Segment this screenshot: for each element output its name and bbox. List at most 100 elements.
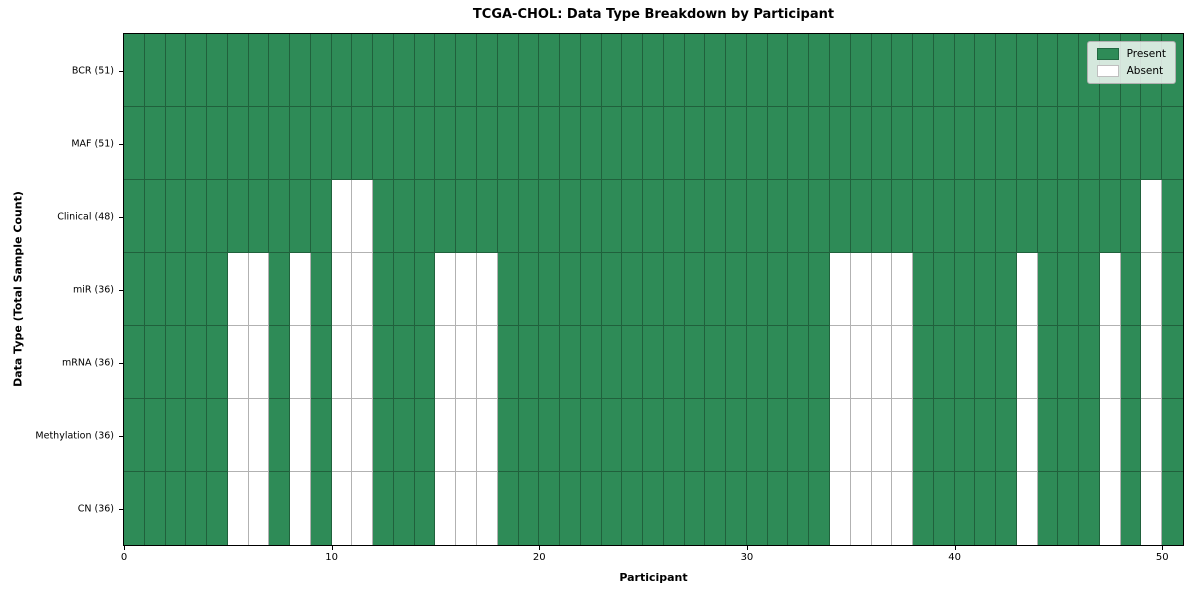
heatmap-cell — [996, 107, 1017, 180]
heatmap-cell — [850, 326, 872, 399]
heatmap-cell — [352, 34, 374, 107]
heatmap-cell — [539, 253, 561, 326]
heatmap-cell — [996, 180, 1017, 253]
heatmap-cell — [767, 180, 789, 253]
heatmap-cell — [601, 326, 623, 399]
heatmap-cell — [124, 253, 145, 326]
heatmap-cell — [331, 253, 353, 326]
heatmap-cell — [933, 180, 955, 253]
heatmap-cell — [643, 253, 664, 326]
heatmap-cell — [746, 180, 768, 253]
heatmap-cell — [207, 472, 228, 545]
heatmap-cell — [435, 107, 457, 180]
heatmap-cell — [788, 326, 810, 399]
heatmap-cell — [518, 107, 540, 180]
y-tick-mark — [119, 289, 123, 291]
x-tick-label: 50 — [1155, 552, 1169, 563]
heatmap-cell — [601, 472, 623, 545]
x-tick-mark — [331, 546, 333, 550]
heatmap-cell — [373, 180, 394, 253]
heatmap-cell — [580, 34, 602, 107]
heatmap-cell — [829, 107, 851, 180]
heatmap-cell — [746, 107, 768, 180]
x-tick-mark — [746, 546, 748, 550]
heatmap-cell — [456, 399, 477, 472]
heatmap-cell — [456, 107, 477, 180]
heatmap-cell — [996, 326, 1017, 399]
heatmap-cell — [684, 107, 706, 180]
heatmap-cell — [1120, 180, 1142, 253]
heatmap-cell — [663, 399, 685, 472]
heatmap-cell — [435, 253, 457, 326]
heatmap-cell — [705, 472, 727, 545]
heatmap-cell — [144, 34, 166, 107]
heatmap-cell — [393, 472, 415, 545]
heatmap-cell — [601, 34, 623, 107]
heatmap-cell — [892, 253, 914, 326]
heatmap-cell — [871, 180, 893, 253]
legend-label: Absent — [1126, 65, 1164, 77]
heatmap-cell — [1120, 107, 1142, 180]
heatmap-cell — [663, 180, 685, 253]
heatmap-cell — [996, 253, 1017, 326]
heatmap-cell — [518, 253, 540, 326]
heatmap-cell — [207, 107, 228, 180]
heatmap-cell — [518, 399, 540, 472]
heatmap-cell — [954, 107, 976, 180]
heatmap-cell — [975, 253, 997, 326]
heatmap-cell — [497, 326, 519, 399]
heatmap-cell — [456, 472, 477, 545]
heatmap-cell — [767, 107, 789, 180]
heatmap-cell — [310, 472, 332, 545]
heatmap-cell — [352, 399, 374, 472]
heatmap-cell — [414, 472, 436, 545]
heatmap-cell — [290, 399, 311, 472]
heatmap-cell — [476, 472, 498, 545]
heatmap-cell — [705, 326, 727, 399]
heatmap-cell — [1079, 253, 1100, 326]
heatmap-cell — [456, 180, 477, 253]
heatmap-cell — [518, 34, 540, 107]
heatmap-cell — [892, 399, 914, 472]
heatmap-cell — [1058, 180, 1080, 253]
heatmap-cell — [1058, 253, 1080, 326]
heatmap-cell — [913, 107, 934, 180]
heatmap-cell — [829, 326, 851, 399]
heatmap-cell — [269, 253, 291, 326]
legend: Present Absent — [1086, 41, 1176, 84]
heatmap-cell — [393, 326, 415, 399]
x-tick-mark — [954, 546, 956, 550]
x-tick-mark — [124, 546, 125, 550]
heatmap-cell — [497, 180, 519, 253]
heatmap-cell — [622, 326, 644, 399]
heatmap-cell — [1058, 107, 1080, 180]
heatmap-cell — [933, 107, 955, 180]
heatmap-cell — [850, 472, 872, 545]
heatmap-cell — [497, 472, 519, 545]
heatmap-cell — [435, 34, 457, 107]
heatmap-cell — [726, 34, 747, 107]
y-tick-mark — [119, 216, 123, 218]
heatmap-cell — [1058, 399, 1080, 472]
heatmap-cell — [1037, 472, 1059, 545]
heatmap-cell — [227, 253, 249, 326]
heatmap-cell — [643, 180, 664, 253]
heatmap-cell — [643, 34, 664, 107]
heatmap-cell — [622, 34, 644, 107]
y-tick-mark — [119, 508, 123, 510]
heatmap-cell — [227, 34, 249, 107]
heatmap-cell — [1162, 180, 1183, 253]
heatmap-cell — [414, 399, 436, 472]
x-tick-mark — [539, 546, 541, 550]
heatmap-cell — [684, 326, 706, 399]
heatmap-cell — [331, 326, 353, 399]
heatmap-cell — [1141, 326, 1163, 399]
heatmap-cell — [290, 34, 311, 107]
heatmap-cell — [269, 472, 291, 545]
heatmap-cell — [1162, 253, 1183, 326]
heatmap-cell — [622, 399, 644, 472]
heatmap-cell — [892, 34, 914, 107]
heatmap-cell — [124, 472, 145, 545]
y-tick-label: mRNA (36) — [62, 357, 114, 368]
heatmap-cell — [767, 34, 789, 107]
